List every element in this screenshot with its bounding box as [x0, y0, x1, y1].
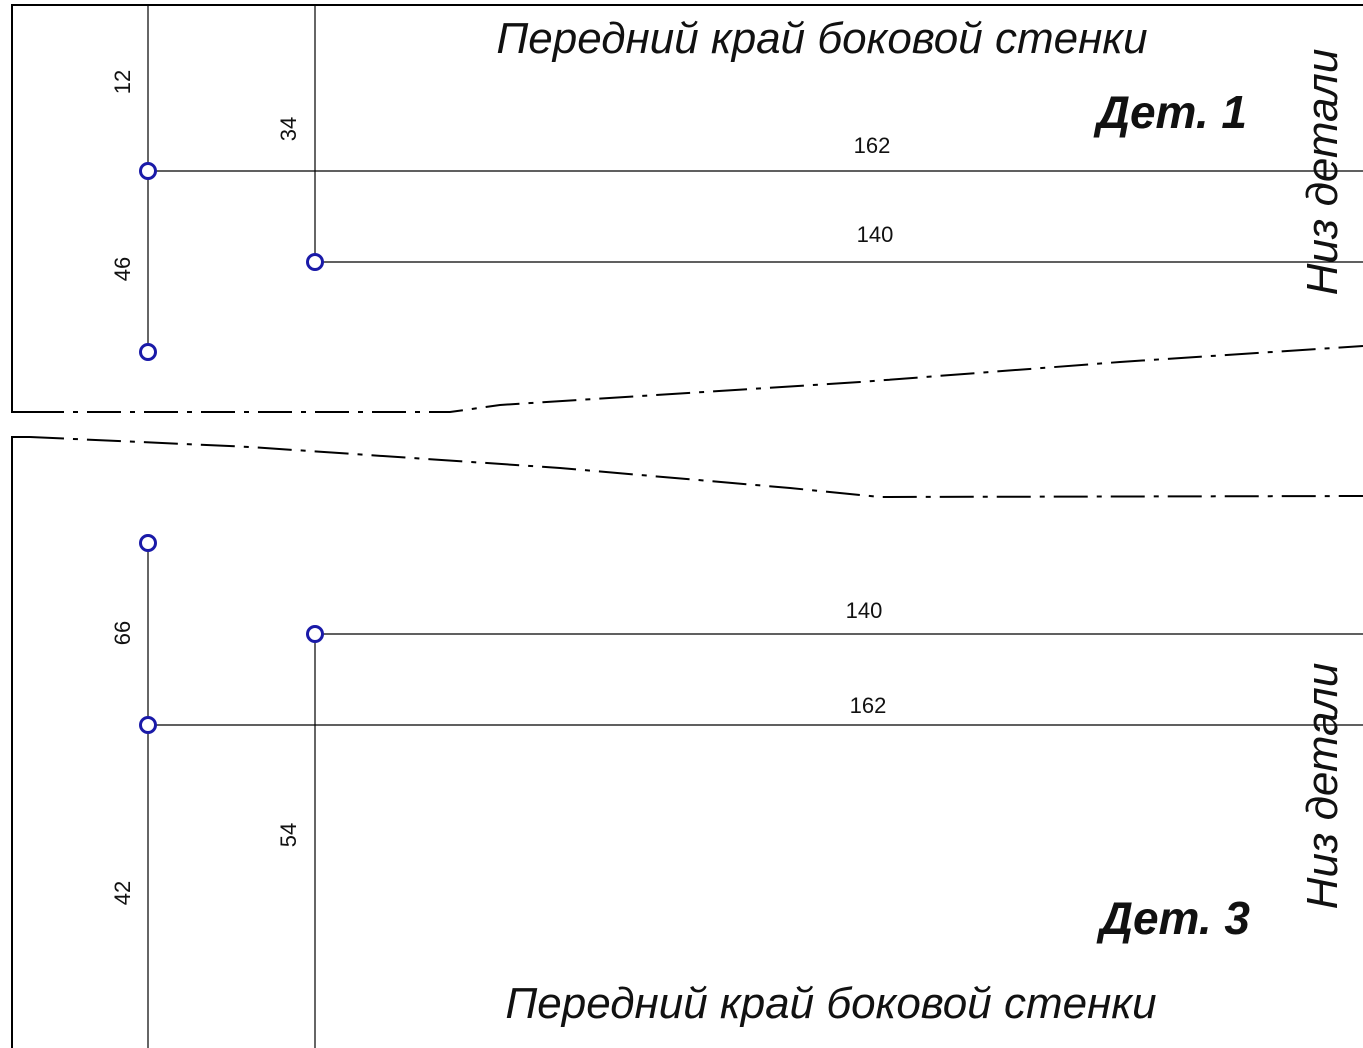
part-1-cut-line [30, 345, 1363, 413]
part-1-hole-lower-left [139, 343, 157, 361]
part-3-dim-hole-spacing: 66 [110, 621, 135, 645]
part-1-template: Передний край боковой стенки Дет. 1 Низ … [11, 4, 1363, 413]
part-1-dim-short-line: 140 [857, 222, 894, 247]
part-1-number-label: Дет. 1 [1093, 86, 1247, 138]
part-3-template: Низ детали Дет. 3 Передний край боковой … [11, 436, 1363, 1048]
part-3-dim-right-offset: 54 [276, 823, 301, 847]
part-3-number-label: Дет. 3 [1096, 892, 1251, 944]
part-3-hole-lower-left [139, 716, 157, 734]
part-1-dim-right-offset: 34 [276, 117, 301, 141]
part-1-edge-label: Передний край боковой стенки [496, 14, 1147, 63]
part-3-outline [11, 436, 30, 1048]
part-3-dim-long-line: 162 [850, 693, 887, 718]
part-1-side-label: Низ детали [1298, 49, 1347, 296]
part-1-dim-hole-spacing: 46 [110, 257, 135, 281]
part-1-hole-upper-left [139, 162, 157, 180]
part-1-hole-right [306, 253, 324, 271]
part-3-dim-left-offset: 42 [110, 881, 135, 905]
part-3-hole-right [306, 625, 324, 643]
part-1-dim-left-offset: 12 [110, 70, 135, 94]
part-3-cut-line [29, 436, 1363, 499]
part-3-hole-upper-left [139, 534, 157, 552]
part-1-outline [11, 4, 1363, 413]
part-3-edge-label: Передний край боковой стенки [505, 979, 1156, 1028]
part-3-side-label: Низ детали [1298, 663, 1347, 910]
part-1-dim-long-line: 162 [854, 133, 891, 158]
part-3-dim-short-line: 140 [846, 598, 883, 623]
